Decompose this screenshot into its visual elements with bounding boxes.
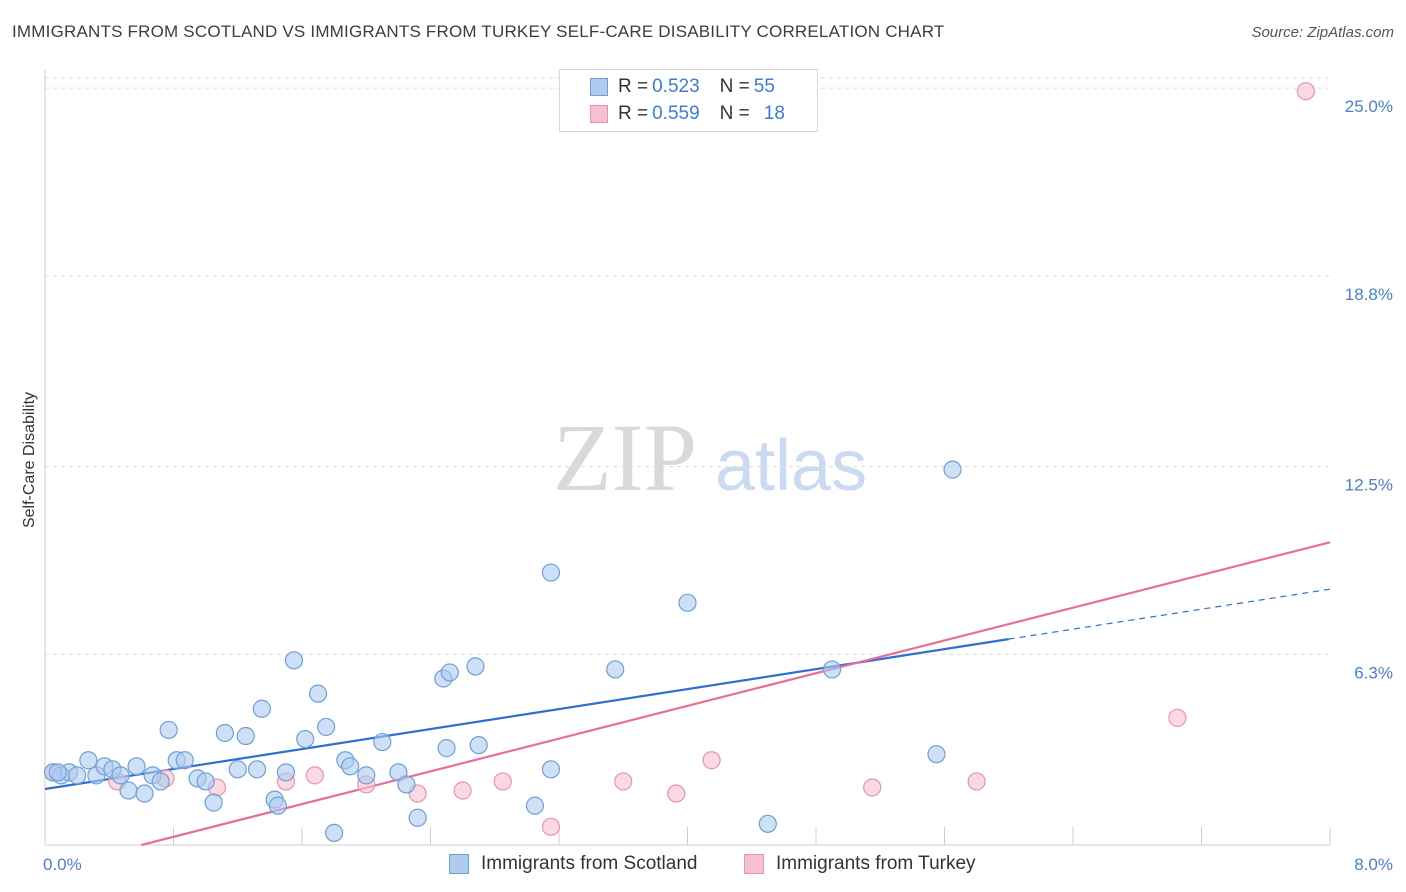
point-scotland xyxy=(927,745,946,764)
point-turkey xyxy=(541,817,561,836)
trend-line-turkey xyxy=(141,541,1331,847)
point-scotland xyxy=(440,663,459,682)
legend: R = 0.523 N = 55 R = 0.559 N = 18 xyxy=(559,69,818,132)
point-turkey xyxy=(1168,708,1187,727)
point-scotland xyxy=(373,732,392,752)
point-turkey xyxy=(453,781,472,800)
point-scotland xyxy=(48,763,67,782)
bottom-legend-turkey: Immigrants from Turkey xyxy=(744,852,976,876)
point-scotland xyxy=(268,796,288,815)
point-scotland xyxy=(822,660,842,679)
point-scotland xyxy=(296,729,315,749)
legend-row-scotland: R = 0.523 N = 55 xyxy=(590,75,775,99)
point-scotland xyxy=(397,775,416,794)
point-scotland xyxy=(606,660,625,679)
point-scotland xyxy=(466,657,485,676)
point-scotland xyxy=(204,793,223,812)
point-turkey xyxy=(305,766,324,785)
point-turkey xyxy=(702,751,721,770)
y-tick-label: 6.3% xyxy=(1354,663,1393,682)
point-scotland xyxy=(151,772,170,791)
trend-line-scotland-extension xyxy=(1008,588,1331,640)
legend-swatch-scotland xyxy=(590,78,608,96)
point-scotland xyxy=(437,739,456,758)
data-points xyxy=(43,82,1316,842)
point-scotland xyxy=(284,651,304,670)
y-tick-label: 12.5% xyxy=(1345,476,1393,495)
legend-r-label: R = xyxy=(618,103,649,124)
watermark: ZIP atlas xyxy=(553,404,867,511)
point-scotland xyxy=(159,720,178,740)
legend-n-label: N = xyxy=(719,76,750,97)
point-scotland xyxy=(943,460,962,479)
point-scotland xyxy=(325,823,344,842)
legend-row-turkey: R = 0.559 N = 18 xyxy=(590,102,785,126)
point-scotland xyxy=(236,726,255,746)
gridlines xyxy=(45,77,1330,655)
point-scotland xyxy=(276,763,296,782)
point-scotland xyxy=(68,766,87,785)
point-scotland xyxy=(408,808,427,827)
point-scotland xyxy=(525,796,545,815)
y-tick-label: 18.8% xyxy=(1345,285,1393,304)
point-scotland xyxy=(341,757,360,776)
legend-r-value: 0.523 xyxy=(652,76,700,97)
point-scotland xyxy=(469,735,488,755)
point-turkey xyxy=(614,772,633,791)
point-scotland xyxy=(678,593,697,612)
legend-n-value: 18 xyxy=(763,103,785,124)
bottom-legend-scotland: Immigrants from Scotland xyxy=(449,852,697,876)
point-turkey xyxy=(493,772,512,791)
legend-n-value: 55 xyxy=(753,76,775,97)
point-scotland xyxy=(127,757,146,776)
y-tick-label: 25.0% xyxy=(1345,97,1393,116)
point-scotland xyxy=(79,751,98,770)
point-scotland xyxy=(316,717,336,737)
point-scotland xyxy=(175,751,194,770)
legend-r-value: 0.559 xyxy=(652,103,700,124)
point-scotland xyxy=(252,699,271,718)
point-turkey xyxy=(863,778,882,797)
bottom-legend-swatch-scotland xyxy=(449,854,469,874)
trend-lines xyxy=(44,541,1331,847)
point-scotland xyxy=(228,760,247,779)
watermark-atlas: atlas xyxy=(715,426,867,506)
point-turkey xyxy=(667,784,686,803)
bottom-legend-swatch-turkey xyxy=(744,854,764,874)
axes xyxy=(44,70,1331,846)
watermark-zip: ZIP xyxy=(553,404,697,511)
point-scotland xyxy=(119,781,138,800)
point-turkey xyxy=(1296,82,1316,101)
bottom-legend-label-turkey: Immigrants from Turkey xyxy=(776,853,976,874)
point-scotland xyxy=(215,723,234,743)
point-scotland xyxy=(541,760,561,779)
point-scotland xyxy=(247,760,267,779)
x-tick-label: 0.0% xyxy=(43,855,82,874)
tick-labels: 6.3% 12.5% 18.8% 25.0% 0.0% 8.0% xyxy=(43,97,1393,874)
chart-title: IMMIGRANTS FROM SCOTLAND VS IMMIGRANTS F… xyxy=(12,22,945,41)
point-scotland xyxy=(308,684,328,703)
legend-r-label: R = xyxy=(618,76,649,97)
source-label: Source: ZipAtlas.com xyxy=(1251,24,1394,41)
legend-swatch-turkey xyxy=(590,105,608,123)
point-scotland xyxy=(111,766,130,785)
point-scotland xyxy=(758,814,777,833)
point-scotland xyxy=(135,784,154,803)
point-scotland xyxy=(196,772,215,791)
point-turkey xyxy=(967,772,986,791)
x-tick-label: 8.0% xyxy=(1354,855,1393,874)
point-scotland xyxy=(357,766,376,785)
bottom-legend-label-scotland: Immigrants from Scotland xyxy=(481,853,698,874)
legend-n-label: N = xyxy=(719,103,750,124)
point-scotland xyxy=(541,563,561,582)
